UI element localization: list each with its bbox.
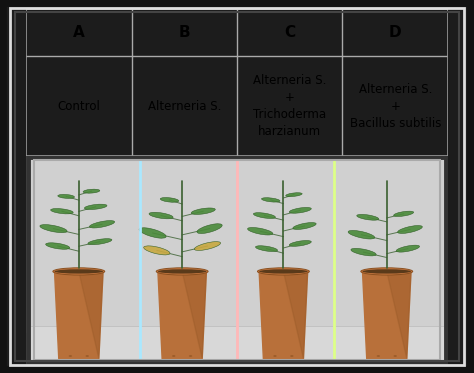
Text: Alterneria S.: Alterneria S. (147, 100, 221, 113)
Ellipse shape (53, 268, 105, 275)
Ellipse shape (398, 226, 422, 233)
Ellipse shape (393, 355, 397, 357)
Ellipse shape (69, 355, 72, 357)
Ellipse shape (90, 220, 115, 228)
Bar (26, 326, 448, 364)
Ellipse shape (247, 228, 273, 235)
Polygon shape (387, 272, 411, 358)
Ellipse shape (255, 246, 278, 251)
Polygon shape (79, 272, 103, 358)
Polygon shape (182, 272, 206, 358)
Ellipse shape (149, 212, 173, 219)
Ellipse shape (40, 225, 67, 233)
Ellipse shape (289, 207, 311, 213)
Ellipse shape (88, 239, 112, 245)
Ellipse shape (377, 355, 380, 357)
Ellipse shape (83, 189, 100, 193)
Bar (26, 156, 448, 333)
Ellipse shape (194, 242, 220, 250)
Text: Alterneria S.
+
Trichoderma
harzianum: Alterneria S. + Trichoderma harzianum (253, 74, 327, 138)
Text: D: D (389, 25, 401, 40)
Ellipse shape (348, 231, 375, 239)
Ellipse shape (139, 228, 166, 238)
Ellipse shape (144, 246, 170, 255)
Ellipse shape (58, 194, 74, 198)
Ellipse shape (262, 198, 280, 202)
Text: Control: Control (57, 100, 100, 113)
Ellipse shape (254, 213, 275, 219)
Polygon shape (259, 272, 308, 358)
Ellipse shape (46, 243, 70, 249)
Ellipse shape (191, 208, 215, 214)
Ellipse shape (172, 355, 175, 357)
Ellipse shape (257, 268, 310, 275)
Polygon shape (158, 272, 206, 358)
Ellipse shape (363, 269, 411, 274)
Ellipse shape (84, 204, 107, 210)
Text: A: A (73, 25, 85, 40)
Ellipse shape (197, 224, 222, 233)
Text: Alterneria S.
+
Bacillus subtilis: Alterneria S. + Bacillus subtilis (349, 83, 441, 130)
Ellipse shape (351, 248, 376, 256)
Ellipse shape (290, 355, 293, 357)
Ellipse shape (289, 241, 311, 246)
Text: C: C (284, 25, 295, 40)
Polygon shape (283, 272, 308, 358)
Ellipse shape (189, 355, 192, 357)
Polygon shape (363, 272, 411, 358)
Ellipse shape (160, 198, 179, 202)
Polygon shape (55, 272, 103, 358)
Ellipse shape (293, 223, 316, 229)
Ellipse shape (286, 193, 302, 197)
Ellipse shape (158, 269, 206, 274)
Ellipse shape (259, 269, 308, 274)
Ellipse shape (396, 245, 419, 252)
Ellipse shape (273, 355, 277, 357)
Ellipse shape (51, 209, 73, 214)
Ellipse shape (55, 269, 103, 274)
Ellipse shape (357, 214, 379, 220)
Ellipse shape (85, 355, 89, 357)
Ellipse shape (156, 268, 208, 275)
Ellipse shape (393, 211, 414, 216)
Ellipse shape (361, 268, 413, 275)
Text: B: B (178, 25, 190, 40)
